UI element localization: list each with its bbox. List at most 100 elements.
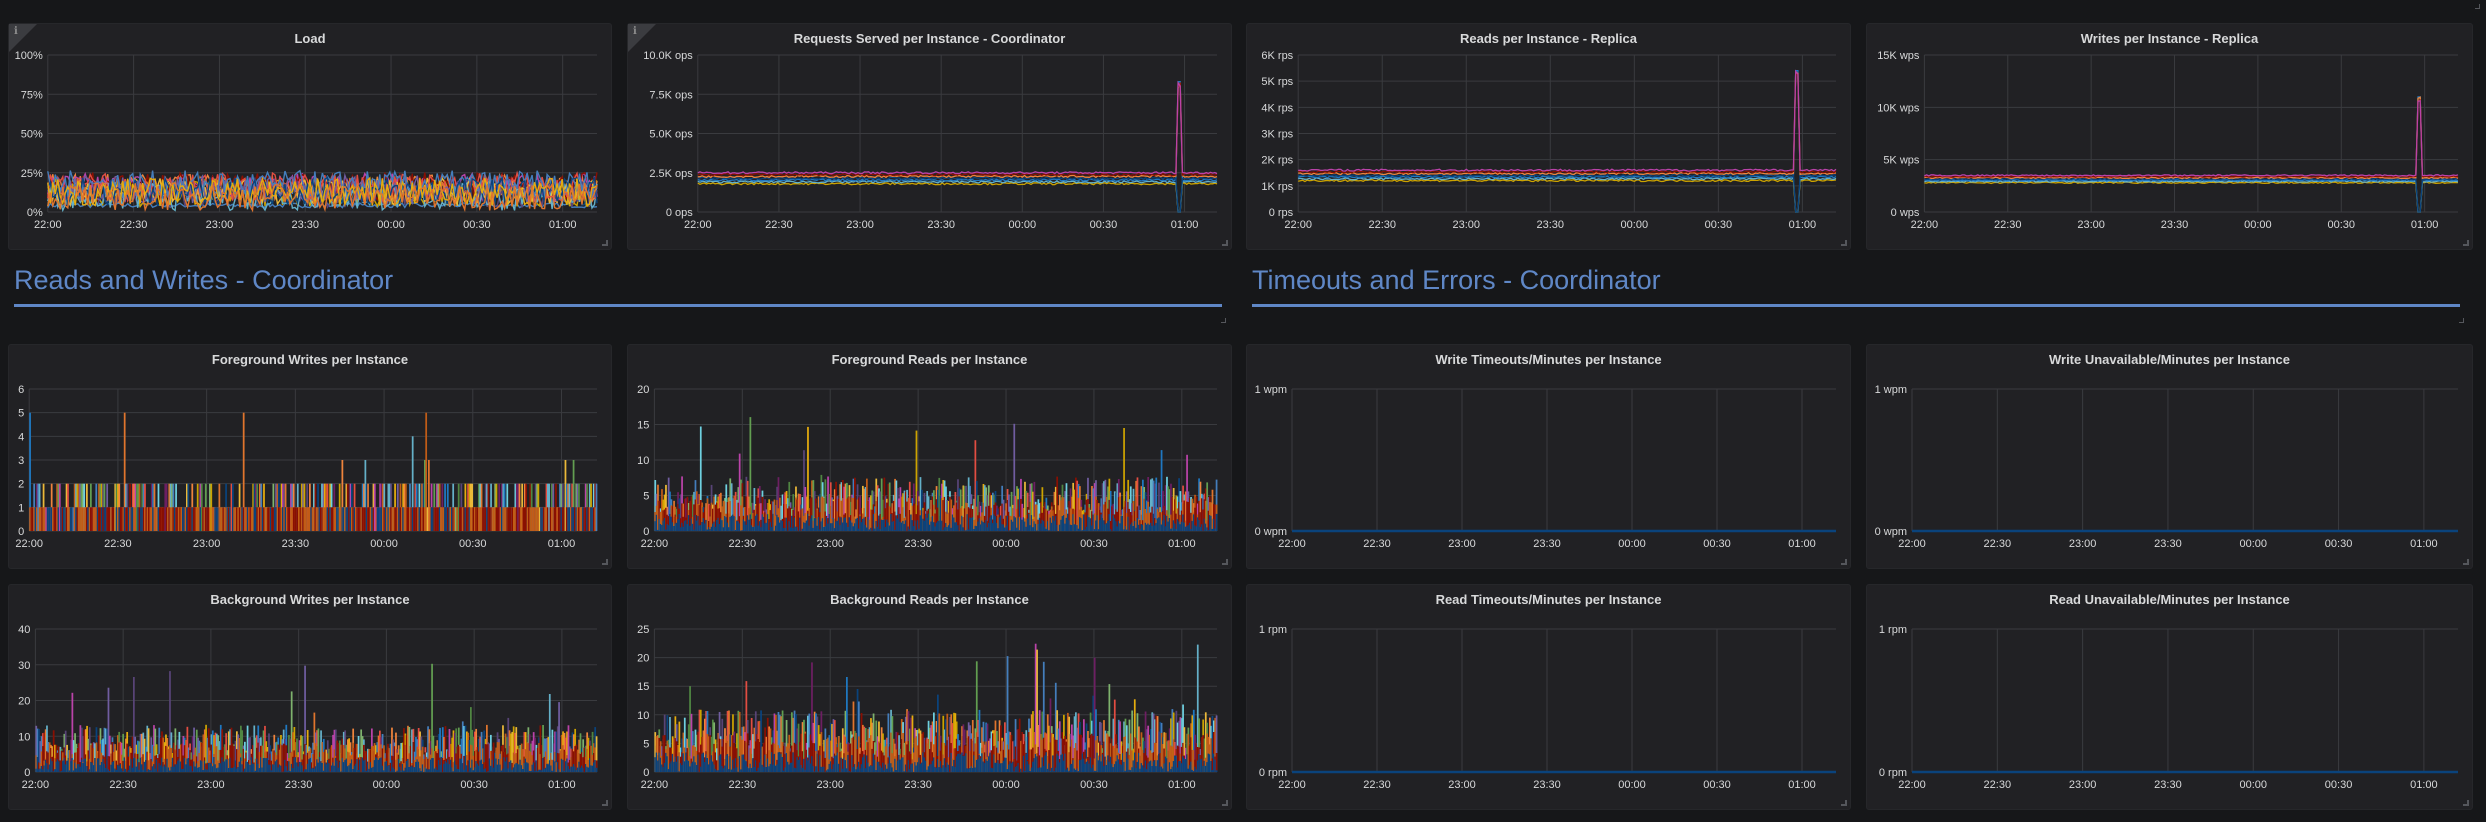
x-tick-label: 01:00	[1789, 219, 1817, 231]
info-icon[interactable]: i	[14, 26, 18, 37]
x-tick-label: 00:00	[1621, 219, 1649, 231]
y-tick-label: 20	[637, 384, 649, 396]
top-resize-handle[interactable]	[2475, 4, 2480, 9]
resize-handle[interactable]	[2463, 559, 2469, 565]
x-tick-label: 23:30	[2154, 779, 2182, 791]
panel-title[interactable]: Writes per Instance - Replica	[2080, 31, 2259, 46]
x-tick-label: 22:30	[1363, 779, 1391, 791]
x-tick-label: 23:30	[927, 219, 955, 231]
resize-handle[interactable]	[602, 559, 608, 565]
row-title[interactable]: Reads and Writes - Coordinator	[14, 265, 394, 295]
y-tick-label: 5	[18, 408, 24, 420]
panel-writes-replica: 15K wps 10K wps 5K wps 0 wps 22:00 22:30 23:00…	[1866, 23, 2473, 250]
x-tick-label: 00:00	[1009, 219, 1037, 231]
y-tick-label: 5	[643, 738, 649, 750]
chart-plot[interactable]: 40 30 20 10 022:00 22:30 23:00 23:30 00:00 00:30 0…	[9, 585, 611, 809]
y-tick-label: 0 rpm	[1879, 767, 1907, 779]
x-tick-label: 22:30	[729, 538, 757, 550]
row-header-timeouts-errors[interactable]: Timeouts and Errors - Coordinator	[1246, 257, 2466, 323]
x-tick-label: 22:00	[15, 538, 43, 550]
x-tick-label: 23:30	[1533, 538, 1561, 550]
row-resize-handle[interactable]	[1221, 318, 1226, 323]
y-tick-label: 5K wps	[1883, 155, 1920, 167]
panel-write-timeouts: 1 wpm 0 wpm 22:00 22:30 23:00 23:30 00:00 00:30…	[1246, 344, 1851, 569]
y-tick-label: 0 rpm	[1259, 767, 1287, 779]
x-tick-label: 00:30	[1703, 779, 1731, 791]
x-tick-label: 00:00	[2239, 538, 2267, 550]
x-tick-label: 22:00	[1284, 219, 1312, 231]
y-tick-label: 5	[643, 491, 649, 503]
x-tick-label: 00:30	[2325, 538, 2353, 550]
x-tick-label: 23:00	[2077, 219, 2105, 231]
resize-handle[interactable]	[602, 800, 608, 806]
resize-handle[interactable]	[1841, 240, 1847, 246]
x-tick-label: 22:00	[1278, 779, 1306, 791]
row-title[interactable]: Timeouts and Errors - Coordinator	[1252, 265, 1661, 295]
row-divider	[1252, 304, 2460, 307]
y-tick-label: 0 wpm	[1255, 526, 1287, 538]
x-tick-label: 22:30	[729, 779, 757, 791]
info-corner[interactable]	[628, 24, 656, 52]
resize-handle[interactable]	[1841, 559, 1847, 565]
chart-plot[interactable]: 20 15 10 5 022:00 22:30 23:00 23:30 00:00 00:30 01…	[628, 345, 1231, 568]
x-tick-label: 00:30	[459, 538, 487, 550]
resize-handle[interactable]	[602, 240, 608, 246]
y-tick-label: 0	[643, 526, 649, 538]
x-tick-label: 23:00	[816, 779, 844, 791]
series-group	[1297, 69, 1837, 213]
row-resize-handle[interactable]	[2459, 318, 2464, 323]
resize-handle[interactable]	[1222, 800, 1228, 806]
resize-handle[interactable]	[1841, 800, 1847, 806]
series-group	[35, 663, 598, 772]
series-group	[697, 80, 1218, 213]
resize-handle[interactable]	[1222, 559, 1228, 565]
y-tick-label: 1 wpm	[1875, 384, 1907, 396]
series-group	[654, 643, 1218, 772]
panel-title[interactable]: Write Timeouts/Minutes per Instance	[1435, 352, 1662, 367]
y-tick-label: 0	[24, 767, 30, 779]
panel-title[interactable]: Read Timeouts/Minutes per Instance	[1435, 592, 1662, 607]
y-tick-label: 15K wps	[1877, 50, 1920, 62]
x-tick-label: 01:00	[1168, 779, 1196, 791]
chart-plot[interactable]: 6 5 4 3 2 1 022:00 22:30 23:00 23:30 00:00 00:30 01:…	[9, 345, 611, 568]
chart-plot[interactable]: 25 20 15 10 5 022:00 22:30 23:00 23:30 00:00 00:30…	[628, 585, 1231, 809]
panel-title[interactable]: Foreground Reads per Instance	[831, 352, 1028, 367]
panel-title[interactable]: Load	[294, 31, 326, 46]
resize-handle[interactable]	[2463, 800, 2469, 806]
resize-handle[interactable]	[1222, 240, 1228, 246]
info-icon[interactable]: i	[633, 26, 637, 37]
panel-title[interactable]: Foreground Writes per Instance	[211, 352, 409, 367]
x-tick-label: 00:30	[2328, 219, 2356, 231]
panel-title[interactable]: Background Writes per Instance	[210, 592, 410, 607]
x-tick-label: 23:00	[2069, 538, 2097, 550]
resize-handle[interactable]	[2463, 240, 2469, 246]
chart-plot[interactable]: 6K rps 5K rps 4K rps 3K rps 2K rps 1K rps 0 rp…	[1247, 24, 1850, 249]
panel-title[interactable]: Requests Served per Instance - Coordinat…	[793, 31, 1066, 46]
info-corner[interactable]	[9, 24, 37, 52]
y-tick-label: 10	[18, 731, 30, 743]
chart-plot[interactable]: 100% 75% 50% 25% 0%22:00 22:30 23:00 23:30 00:00…	[9, 24, 611, 249]
x-tick-label: 00:00	[2239, 779, 2267, 791]
x-tick-label: 01:00	[1788, 538, 1816, 550]
panel-title[interactable]: Write Unavailable/Minutes per Instance	[2048, 352, 2291, 367]
y-tick-label: 20	[18, 696, 30, 708]
panel-load: 100% 75% 50% 25% 0% 22:00 22:30 23:00 23:30 00:00…	[8, 23, 612, 250]
panel-write-unavailable: 1 wpm 0 wpm 22:00 22:30 23:00 23:30 00:00 00:30…	[1866, 344, 2473, 569]
y-tick-label: 15	[637, 420, 649, 432]
panel-title[interactable]: Background Reads per Instance	[830, 592, 1029, 607]
x-tick-label: 22:00	[1911, 219, 1939, 231]
panel-title[interactable]: Reads per Instance - Replica	[1459, 31, 1637, 46]
panel-requests-served: 10.0K ops 7.5K ops 5.0K ops 2.5K ops 0 ops 22…	[627, 23, 1232, 250]
panel-title[interactable]: Read Unavailable/Minutes per Instance	[2049, 592, 2290, 607]
x-tick-label: 00:00	[2244, 219, 2272, 231]
y-tick-label: 3	[18, 455, 24, 467]
x-tick-label: 22:30	[104, 538, 132, 550]
y-tick-label: 6	[18, 384, 24, 396]
row-header-reads-writes[interactable]: Reads and Writes - Coordinator	[8, 257, 1228, 323]
